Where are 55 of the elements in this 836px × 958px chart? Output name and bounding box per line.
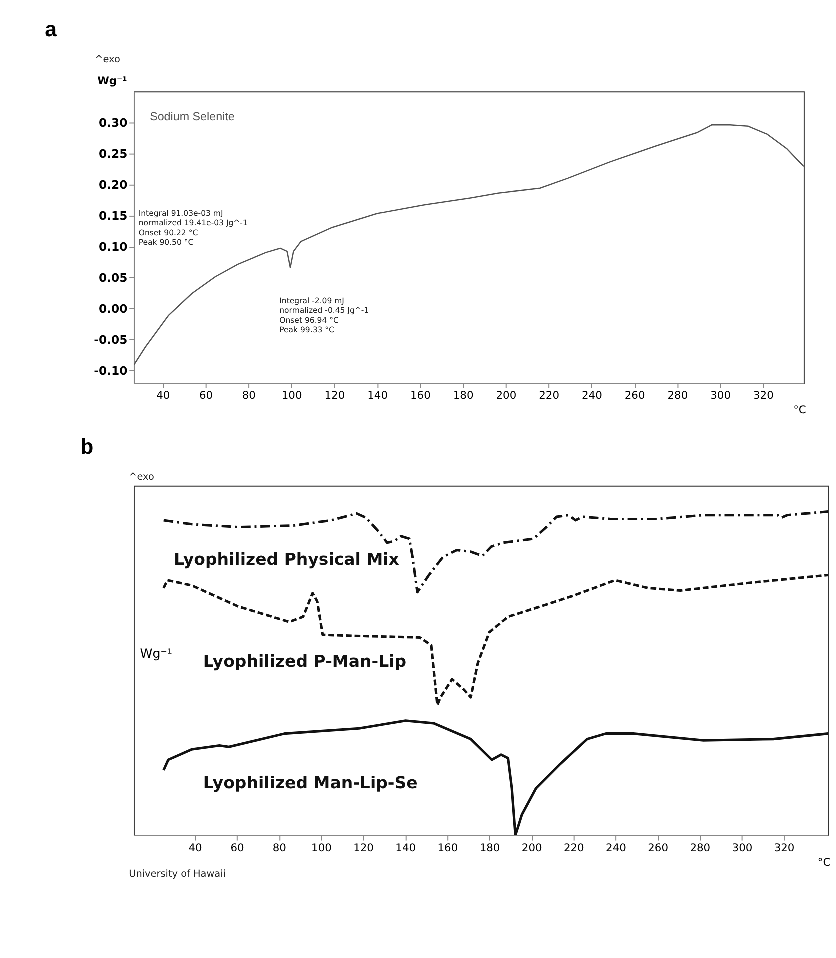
y-tick-label: 0.20: [98, 178, 128, 192]
x-tick-label: 180: [480, 841, 500, 854]
x-tick-label: 60: [200, 388, 214, 402]
x-tick-label: 260: [624, 388, 646, 402]
x-tick-label: 240: [582, 388, 603, 402]
chart-title: b: [80, 434, 94, 459]
x-tick-label: 280: [668, 388, 688, 402]
series-label: Lyophilized Man-Lip-Se: [203, 774, 418, 793]
x-tick-label: 100: [312, 841, 332, 854]
x-tick-label: 300: [710, 388, 732, 402]
text: ^exo: [95, 54, 120, 66]
x-axis-title: °C: [794, 404, 806, 417]
chart-title: a: [45, 17, 58, 42]
x-tick-label: 60: [230, 841, 245, 854]
annotation: Integral -2.09 mJ normalized -0.45 Jg^-1 Onset 96.94 °C Peak 99.33 °C: [280, 296, 370, 334]
x-axis-title: °C: [818, 856, 831, 870]
x-tick-label: 280: [690, 841, 711, 854]
y-axis-title: Wg⁻¹: [140, 646, 172, 662]
x-tick-label: 160: [410, 388, 432, 402]
x-tick-label: 300: [732, 841, 753, 854]
y-tick-label: 0.10: [98, 240, 128, 254]
series-label: Lyophilized P-Man-Lip: [203, 652, 407, 672]
y-tick-label: -0.10: [94, 364, 128, 378]
y-axis-title: Wg⁻¹: [98, 74, 128, 88]
x-tick-label: 320: [754, 388, 774, 402]
x-tick-label: 80: [242, 388, 256, 402]
x-tick-label: 140: [396, 841, 416, 854]
x-tick-label: 320: [774, 841, 795, 854]
x-tick-label: 220: [539, 388, 560, 402]
x-tick-label: 180: [453, 388, 474, 402]
text: ^exo: [129, 472, 154, 484]
x-tick-label: 80: [272, 841, 287, 854]
x-tick-label: 260: [648, 841, 669, 854]
y-tick-label: 0.15: [98, 209, 128, 224]
x-tick-label: 240: [606, 841, 627, 854]
line-series: [134, 124, 804, 366]
x-tick-label: 200: [522, 841, 542, 854]
text: University of Hawaii: [129, 869, 226, 880]
x-tick-label: 120: [354, 841, 374, 854]
x-tick-label: 40: [188, 841, 202, 854]
y-tick-label: 0.05: [98, 270, 128, 285]
x-tick-label: 160: [438, 841, 458, 854]
annotation: Integral 91.03e-03 mJ normalized 19.41e-03 Jg^-1 Onset 90.22 °C Peak 90.50 °C: [138, 208, 248, 248]
x-tick-label: 100: [282, 388, 302, 402]
x-tick-label: 140: [368, 388, 388, 402]
text: Sodium Selenite: [150, 110, 235, 124]
x-tick-label: 200: [496, 388, 517, 402]
x-tick-label: 220: [564, 841, 585, 854]
x-tick-label: 120: [324, 388, 346, 402]
y-tick-label: -0.05: [94, 332, 128, 347]
y-tick-label: 0.25: [98, 147, 128, 162]
y-tick-label: 0.30: [98, 116, 128, 130]
series-label: Lyophilized Physical Mix: [174, 550, 400, 570]
y-tick-label: 0.00: [98, 302, 128, 316]
x-tick-label: 40: [156, 388, 170, 402]
